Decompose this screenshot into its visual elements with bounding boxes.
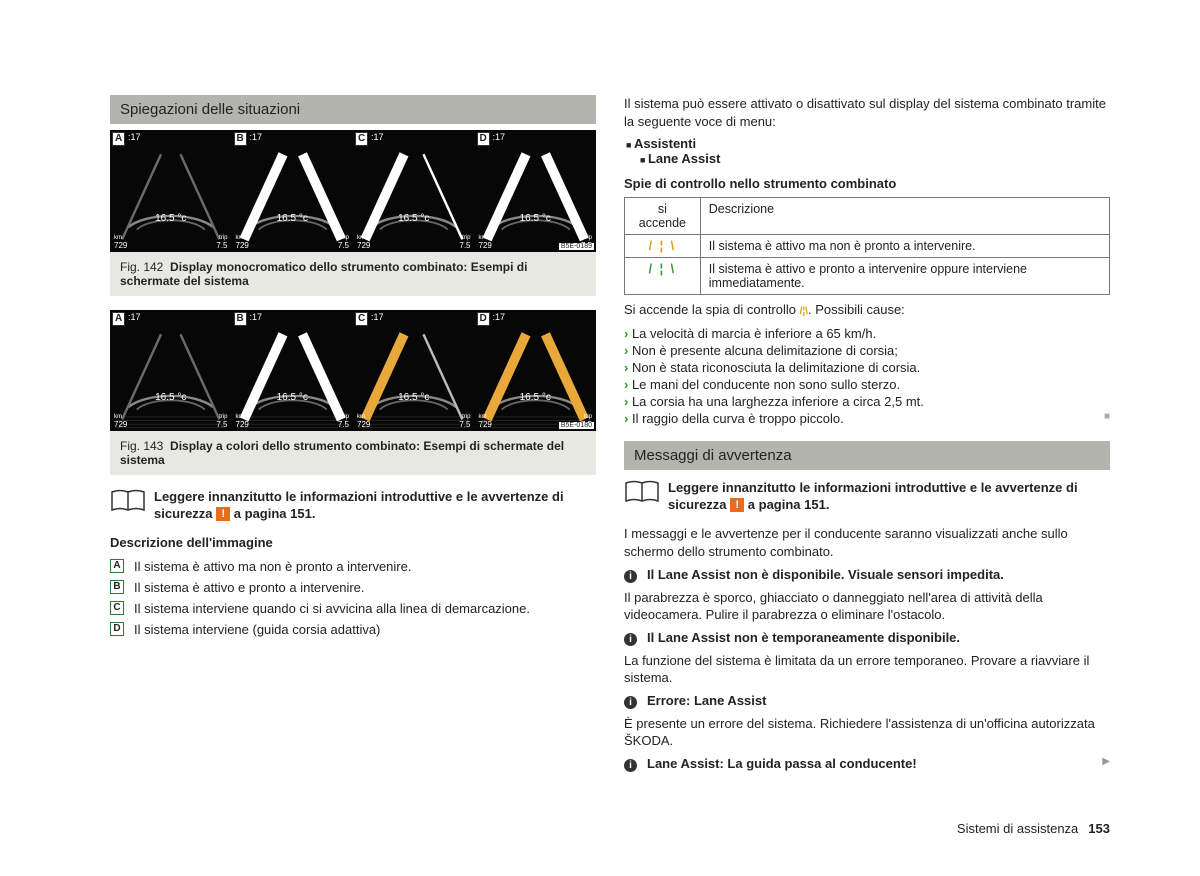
lane-yellow-icon: / ¦ \ bbox=[642, 239, 682, 253]
warning-icon: ! bbox=[730, 498, 744, 512]
message-body: Il parabrezza è sporco, ghiacciato o dan… bbox=[624, 589, 1110, 624]
message-title: iIl Lane Assist non è temporaneamente di… bbox=[624, 630, 1110, 646]
cause-item: La velocità di marcia è inferiore a 65 k… bbox=[624, 325, 1110, 342]
book-icon bbox=[110, 489, 146, 513]
intro-text: Il sistema può essere attivato o disatti… bbox=[624, 95, 1110, 130]
display-cell-c: C:1716.5 °ckm729trip7.5 bbox=[353, 130, 475, 252]
display-cell-b: B:1716.5 °ckm729trip7.5 bbox=[232, 130, 354, 252]
menu-item: Lane Assist bbox=[640, 151, 1110, 166]
cause-item: Le mani del conducente non sono sullo st… bbox=[624, 376, 1110, 393]
menu-list: Assistenti Lane Assist bbox=[626, 136, 1110, 166]
section-heading: Spiegazioni delle situazioni bbox=[110, 95, 596, 124]
cause-list: La velocità di marcia è inferiore a 65 k… bbox=[624, 325, 1110, 427]
info-icon: i bbox=[624, 696, 637, 709]
book-icon bbox=[624, 480, 660, 504]
cause-item: Non è stata riconosciuta la delimitazion… bbox=[624, 359, 1110, 376]
info-icon: i bbox=[624, 759, 637, 772]
continue-icon: ▶ bbox=[1102, 756, 1110, 767]
message-title: iLane Assist: La guida passa al conducen… bbox=[624, 756, 1110, 772]
display-cell-b: B:1716.5 °ckm729trip7.5 bbox=[232, 310, 354, 432]
right-column: Il sistema può essere attivato o disatti… bbox=[624, 95, 1110, 836]
image-desc-heading: Descrizione dell'immagine bbox=[110, 535, 596, 550]
fig142-caption: Fig. 142 Display monocromatico dello str… bbox=[110, 252, 596, 296]
section-heading: Messaggi di avvertenza bbox=[624, 441, 1110, 470]
fig142-displays: A:1716.5 °ckm729trip7.5B:1716.5 °ckm729t… bbox=[110, 130, 596, 252]
display-cell-d: D:1716.5 °ckm729trip7.5 bbox=[475, 130, 597, 252]
fig143-displays: A:1716.5 °ckm729trip7.5B:1716.5 °ckm729t… bbox=[110, 310, 596, 432]
page-footer: Sistemi di assistenza153 bbox=[957, 821, 1110, 836]
cause-item: La corsia ha una larghezza inferiore a c… bbox=[624, 393, 1110, 410]
info-icon: i bbox=[624, 633, 637, 646]
image-desc-list: AIl sistema è attivo ma non è pronto a i… bbox=[110, 556, 596, 640]
message-body: È presente un errore del sistema. Richie… bbox=[624, 715, 1110, 750]
display-cell-d: D:1716.5 °ckm729trip7.5 bbox=[475, 310, 597, 432]
read-first-note: Leggere innanzitutto le informazioni int… bbox=[624, 480, 1110, 514]
label-c: C bbox=[110, 601, 124, 615]
left-column: Spiegazioni delle situazioni A:1716.5 °c… bbox=[110, 95, 596, 836]
warning-icon: ! bbox=[216, 507, 230, 521]
cause-item: Il raggio della curva è troppo piccolo.■ bbox=[624, 410, 1110, 427]
label-d: D bbox=[110, 622, 124, 636]
indicator-table: si accendeDescrizione / ¦ \ Il sistema è… bbox=[624, 197, 1110, 295]
causes-intro: Si accende la spia di controllo /¦\. Pos… bbox=[624, 301, 1110, 319]
messages-intro: I messaggi e le avvertenze per il conduc… bbox=[624, 525, 1110, 560]
message-title: iErrore: Lane Assist bbox=[624, 693, 1110, 709]
label-b: B bbox=[110, 580, 124, 594]
display-cell-a: A:1716.5 °ckm729trip7.5 bbox=[110, 310, 232, 432]
message-title: iIl Lane Assist non è disponibile. Visua… bbox=[624, 567, 1110, 583]
message-body: La funzione del sistema è limitata da un… bbox=[624, 652, 1110, 687]
menu-item: Assistenti bbox=[626, 136, 1110, 151]
cause-item: Non è presente alcuna delimitazione di c… bbox=[624, 342, 1110, 359]
label-a: A bbox=[110, 559, 124, 573]
read-first-note: Leggere innanzitutto le informazioni int… bbox=[110, 489, 596, 523]
display-cell-a: A:1716.5 °ckm729trip7.5 bbox=[110, 130, 232, 252]
info-icon: i bbox=[624, 570, 637, 583]
lane-green-icon: / ¦ \ bbox=[642, 262, 682, 276]
table-heading: Spie di controllo nello strumento combin… bbox=[624, 176, 1110, 191]
display-cell-c: C:1716.5 °ckm729trip7.5 bbox=[353, 310, 475, 432]
fig143-caption: Fig. 143 Display a colori dello strument… bbox=[110, 431, 596, 475]
